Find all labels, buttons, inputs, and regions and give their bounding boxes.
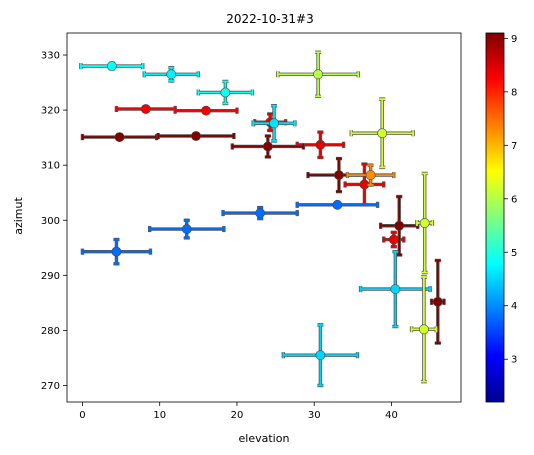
data-point <box>349 97 415 170</box>
y-tick-label: 300 <box>41 216 60 227</box>
y-tick-label: 310 <box>41 161 60 172</box>
y-tick-label: 280 <box>41 326 60 337</box>
point-marker <box>365 170 376 180</box>
y-tick-label: 270 <box>41 381 60 392</box>
point-marker <box>390 284 401 294</box>
point-marker <box>315 139 326 150</box>
colorbar-tick-label: 8 <box>511 87 517 98</box>
point-marker <box>201 105 211 116</box>
colorbar-tick-label: 6 <box>511 194 517 205</box>
point-marker <box>388 234 399 245</box>
data-point <box>80 132 159 142</box>
x-axis-label: elevation <box>239 432 290 445</box>
x-tick-label: 10 <box>153 410 166 421</box>
colorbar-tick-label: 7 <box>511 141 517 152</box>
data-point <box>409 275 438 384</box>
colorbar-ticks: 3 4 5 6 7 8 9 <box>504 34 517 366</box>
colorbar-tick-label: 3 <box>511 355 517 366</box>
point-marker <box>181 224 192 234</box>
point-marker <box>332 199 343 210</box>
data-point <box>295 199 380 210</box>
x-tick-label: 20 <box>231 410 244 421</box>
point-marker <box>419 218 430 228</box>
x-tick-label: 30 <box>308 410 321 421</box>
y-tick-label: 290 <box>41 271 60 282</box>
y-axis-label: azimut <box>12 197 25 235</box>
point-marker <box>394 220 405 231</box>
colorbar <box>485 32 505 403</box>
point-marker <box>166 69 177 80</box>
data-point <box>358 249 432 329</box>
data-point <box>230 134 306 159</box>
point-marker <box>140 104 151 114</box>
y-tick-label: 320 <box>41 106 60 117</box>
data-point <box>173 105 239 116</box>
point-marker <box>111 246 122 257</box>
point-marker <box>220 87 231 98</box>
data-point <box>156 131 236 141</box>
point-marker <box>106 61 117 71</box>
x-tick-label: 0 <box>79 410 85 421</box>
colorbar-tick-label: 5 <box>511 248 517 259</box>
axes: 0 10 20 30 40 270 280 290 300 310 320 330 <box>41 51 398 421</box>
point-marker <box>419 324 429 335</box>
data-point <box>114 104 177 114</box>
point-marker <box>432 296 443 307</box>
data-point <box>415 171 435 275</box>
data-point <box>378 194 420 257</box>
data-point <box>343 162 386 207</box>
data-point <box>80 237 153 266</box>
data-point <box>221 205 299 221</box>
y-tick-label: 330 <box>41 51 60 62</box>
point-marker <box>269 118 279 129</box>
data-point <box>196 79 255 106</box>
point-marker <box>334 170 344 180</box>
data-point <box>306 156 372 194</box>
point-marker <box>315 350 326 361</box>
point-marker <box>313 69 323 80</box>
point-marker <box>377 128 388 139</box>
data-point <box>276 50 360 99</box>
data-point <box>251 103 297 143</box>
colorbar-tick-label: 9 <box>511 34 517 45</box>
x-tick-label: 40 <box>385 410 398 421</box>
data-point <box>147 218 226 240</box>
data-point <box>142 65 201 83</box>
chart-title: 2022-10-31#3 <box>226 12 313 26</box>
data-point <box>345 163 396 187</box>
plot-frame <box>66 32 462 403</box>
data-point <box>281 323 360 388</box>
point-marker <box>255 208 266 218</box>
point-marker <box>114 132 125 142</box>
point-marker <box>262 141 273 152</box>
plot-area <box>79 50 446 388</box>
point-marker <box>191 131 201 141</box>
colorbar-tick-label: 4 <box>511 301 517 312</box>
data-point <box>79 61 145 71</box>
